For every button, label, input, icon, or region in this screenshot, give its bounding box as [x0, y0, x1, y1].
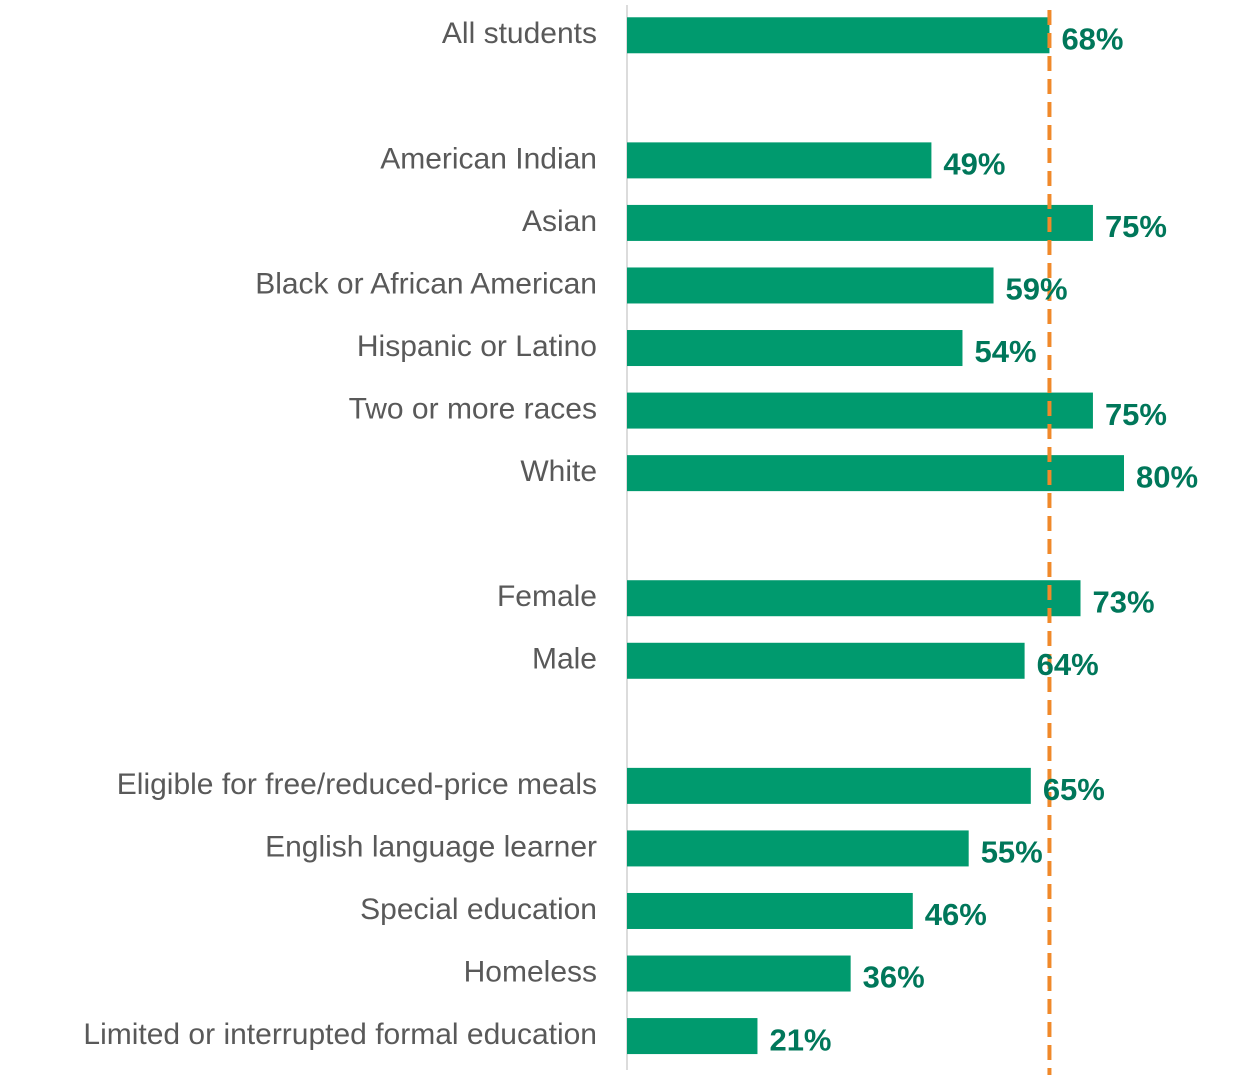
category-label: Eligible for free/reduced-price meals [117, 768, 597, 801]
category-label: White [520, 455, 597, 488]
bar [627, 142, 932, 179]
bar [627, 830, 969, 867]
bar [627, 267, 994, 304]
bar [627, 642, 1025, 679]
bar [627, 1018, 758, 1055]
bar [627, 330, 963, 367]
category-label: Asian [522, 205, 597, 238]
category-label: Limited or interrupted formal education [83, 1018, 597, 1051]
value-label: 80% [1136, 459, 1198, 494]
value-label: 36% [863, 960, 925, 995]
bar [627, 392, 1093, 429]
value-label: 73% [1093, 584, 1155, 619]
value-label: 55% [981, 835, 1043, 870]
value-label: 75% [1105, 397, 1167, 432]
value-label: 65% [1043, 772, 1105, 807]
value-label: 64% [1037, 647, 1099, 682]
category-label: Male [532, 643, 597, 676]
bar [627, 204, 1093, 241]
value-label: 68% [1061, 21, 1123, 56]
value-label: 46% [925, 897, 987, 932]
bar [627, 580, 1081, 617]
category-label: Female [497, 580, 597, 613]
value-label: 49% [943, 147, 1005, 182]
value-label: 59% [1006, 272, 1068, 307]
bar [627, 767, 1031, 804]
value-label: 75% [1105, 209, 1167, 244]
value-label: 21% [769, 1022, 831, 1057]
bar [627, 955, 851, 992]
bar [627, 455, 1124, 492]
category-label: Homeless [464, 955, 597, 988]
value-label: 54% [974, 334, 1036, 369]
category-label: Two or more races [349, 392, 597, 425]
category-label: Special education [360, 893, 597, 926]
bar [627, 17, 1050, 54]
category-label: Black or African American [255, 267, 597, 300]
category-label: American Indian [380, 142, 597, 175]
bar [627, 892, 913, 929]
category-label: Hispanic or Latino [357, 330, 597, 363]
category-label: English language learner [265, 830, 597, 863]
category-label: All students [442, 17, 597, 50]
